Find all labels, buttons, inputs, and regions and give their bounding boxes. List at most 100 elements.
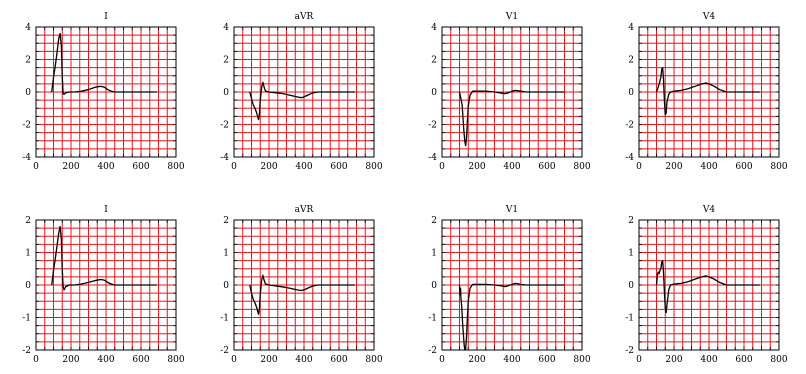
y-tick-label: 0 [431, 281, 437, 291]
chart-panel: V4 0 200 400 600 800 -4 -2 0 2 4 [625, 12, 788, 172]
chart-panel: aVR 0 200 400 600 800 -2 -1 0 1 2 [220, 205, 383, 365]
ecg-trace-line [458, 282, 565, 351]
ecg-trace-line [655, 259, 760, 314]
y-tick-label: 0 [628, 88, 634, 98]
y-tick-label: -4 [220, 153, 229, 163]
x-tick-label: 200 [62, 162, 79, 172]
x-tick-label: 0 [636, 355, 642, 365]
x-tick-label: 400 [503, 355, 520, 365]
y-tick-label: 0 [431, 88, 437, 98]
x-tick-label: 800 [167, 355, 184, 365]
x-tick-label: 200 [665, 355, 682, 365]
y-tick-label: -2 [625, 121, 634, 131]
y-tick-label: -1 [625, 314, 634, 324]
ecg-trace-line [51, 32, 157, 96]
chart-title: I [104, 12, 108, 22]
y-tick-label: 1 [431, 249, 437, 259]
chart-panel: V4 0 200 400 600 800 -2 -1 0 1 2 [625, 205, 788, 365]
x-tick-label: 800 [365, 162, 382, 172]
x-tick-label: 800 [573, 355, 590, 365]
y-tick-label: 2 [223, 216, 229, 226]
x-tick-label: 0 [231, 355, 237, 365]
x-tick-label: 200 [468, 162, 485, 172]
y-tick-label: -2 [22, 121, 31, 131]
x-tick-label: 800 [770, 162, 787, 172]
x-tick-label: 0 [439, 355, 445, 365]
y-tick-label: -1 [22, 314, 31, 324]
ecg-trace-line [249, 81, 355, 121]
x-tick-label: 200 [260, 355, 277, 365]
chart-title: aVR [295, 12, 314, 22]
x-tick-label: 600 [538, 162, 555, 172]
ecg-trace-line [655, 66, 760, 116]
y-tick-label: -2 [22, 346, 31, 356]
x-tick-label: 0 [439, 162, 445, 172]
y-tick-label: -1 [220, 314, 229, 324]
x-tick-label: 200 [260, 162, 277, 172]
x-tick-label: 0 [33, 355, 39, 365]
chart-title: V4 [702, 205, 715, 215]
y-tick-label: 0 [25, 88, 31, 98]
ecg-trace-line [458, 89, 565, 147]
x-tick-label: 800 [365, 355, 382, 365]
y-tick-label: 4 [431, 23, 437, 33]
x-tick-label: 600 [735, 162, 752, 172]
y-tick-label: -2 [625, 346, 634, 356]
x-tick-label: 400 [503, 162, 520, 172]
chart-panel: V1 0 200 400 600 800 -2 -1 0 1 2 [428, 205, 591, 365]
chart-panel: I 0 200 400 600 800 -4 -2 0 2 4 [22, 12, 185, 172]
x-tick-label: 0 [636, 162, 642, 172]
x-tick-label: 600 [330, 355, 347, 365]
y-tick-label: -2 [220, 121, 229, 131]
chart-panel: aVR 0 200 400 600 800 -4 -2 0 2 4 [220, 12, 383, 172]
chart-panel: I 0 200 400 600 800 -2 -1 0 1 2 [22, 205, 185, 365]
x-tick-label: 400 [700, 355, 717, 365]
y-tick-label: -4 [22, 153, 31, 163]
y-tick-label: 2 [25, 56, 31, 66]
chart-title: V1 [505, 12, 518, 22]
y-tick-label: -4 [428, 153, 437, 163]
y-tick-label: -2 [428, 346, 437, 356]
x-tick-label: 600 [132, 355, 149, 365]
y-tick-label: 2 [431, 56, 437, 66]
x-tick-label: 400 [295, 355, 312, 365]
x-tick-label: 400 [97, 355, 114, 365]
ecg-trace-line [51, 225, 157, 291]
x-tick-label: 400 [700, 162, 717, 172]
y-tick-label: -1 [428, 314, 437, 324]
y-tick-label: 0 [628, 281, 634, 291]
x-tick-label: 400 [97, 162, 114, 172]
chart-title: V4 [702, 12, 715, 22]
y-tick-label: 0 [223, 88, 229, 98]
x-tick-label: 600 [735, 355, 752, 365]
y-tick-label: 1 [223, 249, 229, 259]
x-tick-label: 200 [468, 355, 485, 365]
chart-title: aVR [295, 205, 314, 215]
x-tick-label: 0 [33, 162, 39, 172]
y-tick-label: 2 [431, 216, 437, 226]
y-tick-label: 4 [25, 23, 31, 33]
chart-title: I [104, 205, 108, 215]
y-tick-label: 2 [223, 56, 229, 66]
y-tick-label: -2 [428, 121, 437, 131]
x-tick-label: 600 [132, 162, 149, 172]
x-tick-label: 800 [770, 355, 787, 365]
chart-title: V1 [505, 205, 518, 215]
ecg-trace-line [249, 274, 355, 315]
y-tick-label: 2 [25, 216, 31, 226]
y-tick-label: 4 [223, 23, 229, 33]
x-tick-label: 800 [167, 162, 184, 172]
x-tick-label: 800 [573, 162, 590, 172]
y-tick-label: -2 [220, 346, 229, 356]
x-tick-label: 600 [538, 355, 555, 365]
y-tick-label: 0 [25, 281, 31, 291]
y-tick-label: 4 [628, 23, 634, 33]
y-tick-label: 0 [223, 281, 229, 291]
x-tick-label: 400 [295, 162, 312, 172]
y-tick-label: 1 [628, 249, 634, 259]
x-tick-label: 0 [231, 162, 237, 172]
y-tick-label: 1 [25, 249, 31, 259]
x-tick-label: 600 [330, 162, 347, 172]
chart-panel: V1 0 200 400 600 800 -4 -2 0 2 4 [428, 12, 591, 172]
